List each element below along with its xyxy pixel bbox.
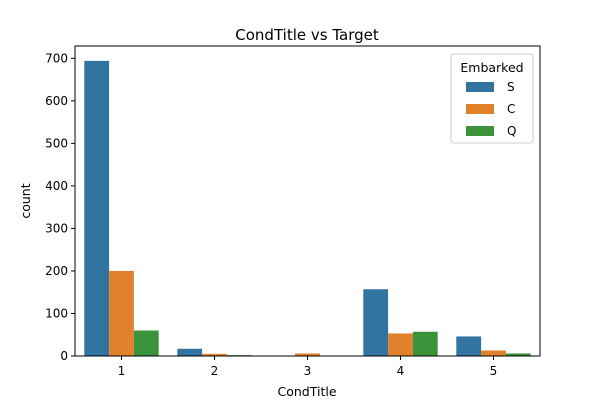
- legend-label-Q: Q: [507, 124, 516, 138]
- legend-swatch-C: [466, 104, 494, 114]
- legend-label-S: S: [507, 80, 515, 94]
- y-tick-label: 200: [45, 264, 68, 278]
- bar-Q-1: [133, 330, 159, 356]
- bar-S-1: [84, 60, 110, 356]
- legend-title: Embarked: [460, 60, 523, 75]
- x-axis-ticks: 1 2 3 4 5: [118, 356, 498, 378]
- x-tick-label: 2: [211, 364, 219, 378]
- bars-group: [84, 60, 531, 356]
- y-tick-label: 100: [45, 306, 68, 320]
- y-tick-label: 500: [45, 136, 68, 150]
- legend-swatch-Q: [466, 126, 494, 136]
- legend: Embarked SCQ: [450, 53, 534, 144]
- x-tick-label: 4: [397, 364, 405, 378]
- bar-C-3: [295, 353, 320, 356]
- y-tick-label: 600: [45, 94, 68, 108]
- bar-Q-5: [505, 353, 531, 356]
- legend-label-C: C: [507, 102, 515, 116]
- y-tick-label: 0: [60, 349, 68, 363]
- bar-S-2: [177, 348, 203, 356]
- chart-title: CondTitle vs Target: [235, 26, 379, 44]
- plot-frame: [74, 45, 541, 357]
- x-axis-label: CondTitle: [277, 384, 336, 399]
- x-tick-label: 3: [304, 364, 312, 378]
- y-axis-label: count: [18, 183, 33, 218]
- bar-S-4: [363, 289, 389, 356]
- y-tick-label: 700: [45, 51, 68, 65]
- y-tick-label: 300: [45, 221, 68, 235]
- bar-S-5: [456, 336, 482, 356]
- legend-items: SCQ: [466, 80, 516, 138]
- bar-Q-4: [412, 331, 438, 356]
- bar-C-5: [481, 350, 506, 356]
- legend-frame: [450, 53, 534, 144]
- legend-swatch-S: [466, 82, 494, 92]
- x-tick-label: 5: [490, 364, 498, 378]
- bar-C-2: [202, 353, 227, 356]
- y-tick-label: 400: [45, 179, 68, 193]
- x-tick-label: 1: [118, 364, 126, 378]
- bar-C-1: [109, 270, 134, 356]
- y-axis-ticks: 0 100 200 300 400 500 600 700: [45, 51, 75, 363]
- bar-C-4: [388, 333, 413, 356]
